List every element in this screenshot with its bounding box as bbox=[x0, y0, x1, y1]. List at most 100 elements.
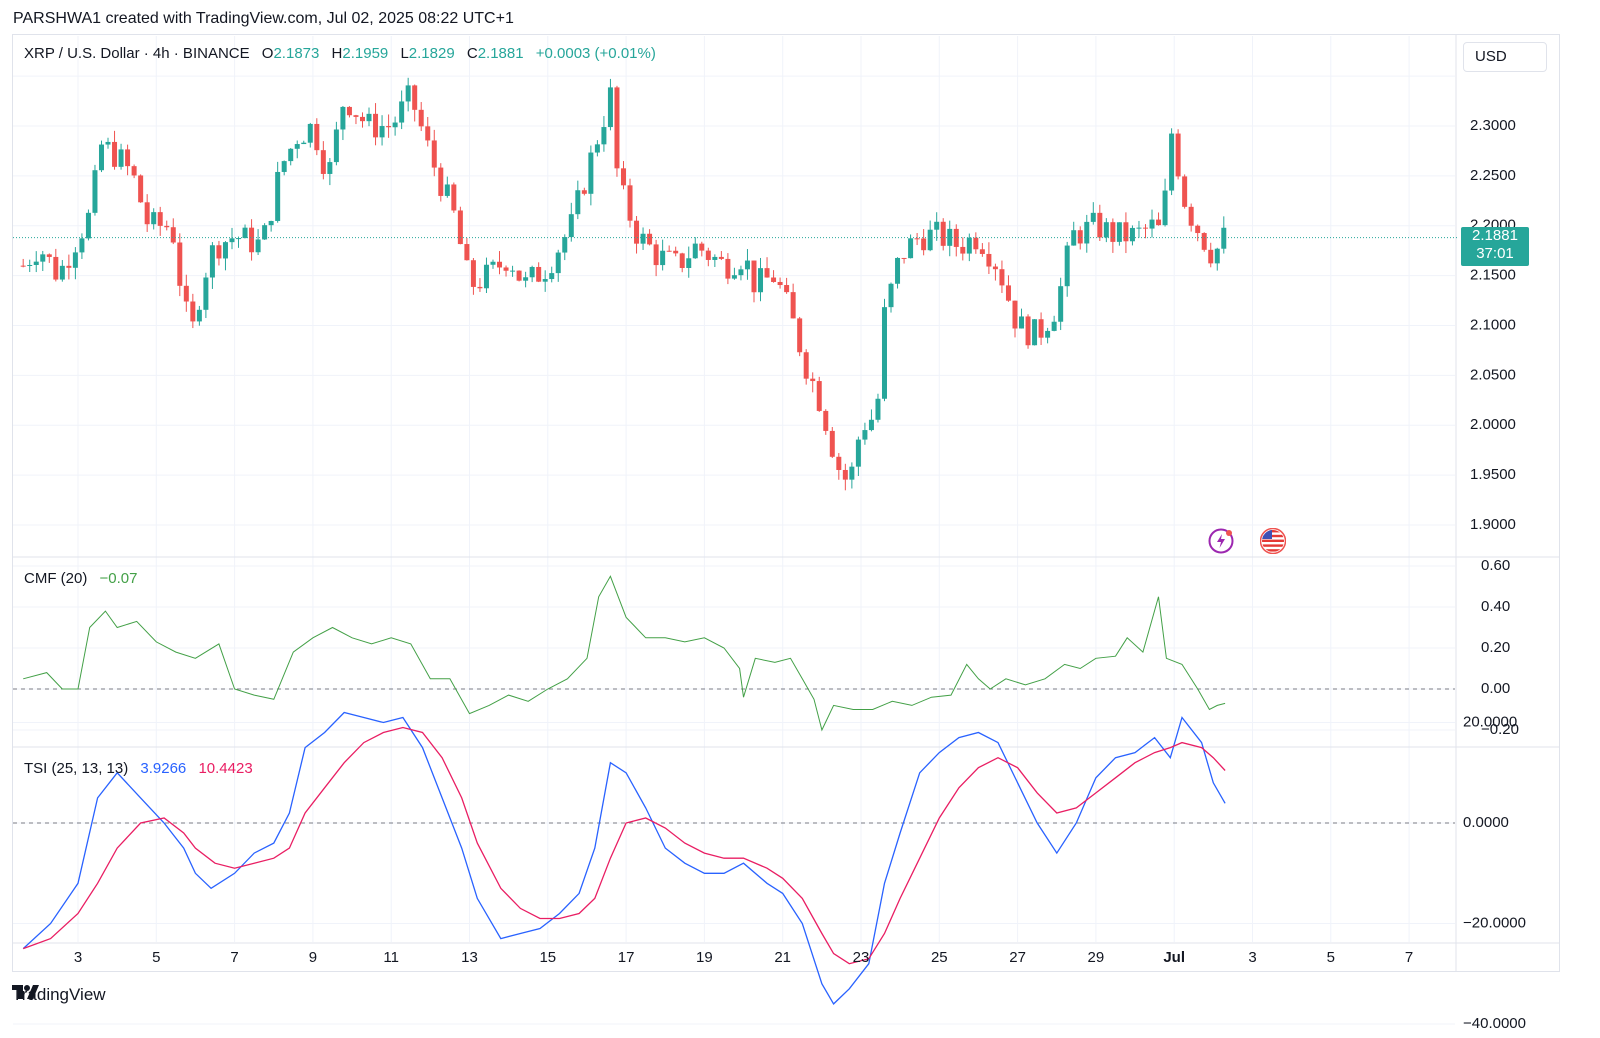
candle-body bbox=[653, 244, 659, 266]
price-candles bbox=[13, 77, 1458, 491]
high-label: H bbox=[331, 45, 343, 62]
candle-body bbox=[138, 175, 144, 203]
candle bbox=[373, 103, 379, 146]
candle bbox=[1208, 242, 1214, 268]
candle bbox=[85, 209, 91, 241]
candle bbox=[901, 257, 907, 264]
candle-body bbox=[1058, 286, 1064, 322]
candle-body bbox=[692, 243, 698, 259]
symbol-name: XRP / U.S. Dollar · 4h · BINANCE bbox=[24, 45, 250, 62]
candle-body bbox=[340, 106, 346, 130]
candle-body bbox=[92, 170, 98, 213]
time-axis: 3 5 7 9 11 13 15 17 19 21 23 25 27 29 Jul 3 5 7 bbox=[74, 949, 1413, 966]
time-tick-label: 11 bbox=[383, 949, 399, 966]
time-tick-label: 17 bbox=[618, 949, 635, 966]
candle bbox=[575, 180, 581, 220]
candle-body bbox=[673, 250, 679, 254]
candle bbox=[346, 106, 352, 118]
time-tick-label: 15 bbox=[539, 949, 556, 966]
time-tick-label: 7 bbox=[1405, 949, 1413, 966]
candle bbox=[262, 223, 268, 240]
candle bbox=[803, 349, 809, 385]
candle bbox=[353, 114, 359, 125]
tradingview-brand[interactable]: TradingView bbox=[12, 985, 106, 1005]
candle bbox=[1005, 275, 1011, 302]
candle-body bbox=[483, 264, 489, 289]
candle-body bbox=[751, 260, 757, 293]
candle-body bbox=[940, 221, 946, 246]
candle bbox=[1142, 224, 1148, 239]
candle-body bbox=[908, 238, 914, 259]
candle-body bbox=[268, 220, 274, 226]
candle-body bbox=[810, 378, 816, 382]
candle bbox=[249, 219, 255, 261]
candle bbox=[614, 85, 620, 177]
candle bbox=[986, 242, 992, 274]
candle-body bbox=[960, 246, 966, 254]
candle-body bbox=[1019, 316, 1025, 329]
candle bbox=[451, 182, 457, 213]
candle-body bbox=[1110, 222, 1116, 242]
candle bbox=[144, 194, 150, 232]
candle bbox=[92, 164, 98, 216]
candle bbox=[470, 258, 476, 295]
candle-body bbox=[842, 469, 848, 480]
candle bbox=[112, 130, 118, 170]
close-label: C bbox=[466, 45, 478, 62]
candle bbox=[979, 243, 985, 257]
candle bbox=[927, 220, 933, 252]
candle-body bbox=[862, 430, 868, 440]
candle-body bbox=[72, 252, 78, 268]
cmf-label: CMF (20) bbox=[24, 570, 88, 587]
candle-body bbox=[620, 168, 626, 186]
candle bbox=[914, 233, 920, 246]
price-tick-label: 2.2500 bbox=[1470, 167, 1516, 184]
candle bbox=[392, 116, 398, 136]
candle bbox=[718, 251, 724, 261]
candle bbox=[431, 129, 437, 177]
candle-body bbox=[1188, 206, 1194, 226]
bar-countdown: 37:01 bbox=[1476, 245, 1514, 262]
candle-body bbox=[209, 245, 215, 278]
candle bbox=[216, 240, 222, 266]
candle-body bbox=[222, 242, 228, 259]
candle bbox=[738, 265, 744, 281]
candle-body bbox=[275, 171, 281, 221]
candle-body bbox=[497, 261, 503, 268]
candle bbox=[294, 140, 300, 159]
candle bbox=[229, 227, 235, 250]
candle-body bbox=[797, 318, 803, 353]
candle-body bbox=[607, 87, 613, 128]
us-flag-icon[interactable] bbox=[1260, 528, 1286, 554]
candle-body bbox=[431, 140, 437, 168]
candle-body bbox=[373, 113, 379, 138]
candle bbox=[307, 122, 313, 148]
candle-body bbox=[451, 184, 457, 211]
candle-body bbox=[1129, 227, 1135, 242]
candle-body bbox=[1175, 133, 1181, 177]
candle-body bbox=[503, 267, 509, 271]
candle bbox=[105, 137, 111, 149]
candle bbox=[1221, 216, 1227, 254]
candle-body bbox=[914, 238, 920, 240]
time-tick-label: 13 bbox=[461, 949, 478, 966]
candle-body bbox=[203, 277, 209, 310]
candle bbox=[940, 218, 946, 251]
candle bbox=[164, 220, 170, 231]
candle-body bbox=[575, 190, 581, 215]
open-label: O bbox=[261, 45, 274, 62]
candle-body bbox=[953, 228, 959, 247]
time-tick-label: 5 bbox=[152, 949, 160, 966]
candle-body bbox=[1103, 222, 1109, 238]
candle bbox=[816, 376, 822, 412]
lightning-event-icon[interactable] bbox=[1208, 528, 1234, 554]
currency-button[interactable]: USD bbox=[1463, 42, 1547, 72]
candle-body bbox=[855, 439, 861, 467]
candle-body bbox=[634, 220, 640, 244]
candle-body bbox=[392, 122, 398, 128]
price-tick-label: 2.0000 bbox=[1470, 416, 1516, 433]
candle-body bbox=[647, 233, 653, 245]
candle-body bbox=[1071, 230, 1077, 246]
candle-body bbox=[764, 268, 770, 278]
